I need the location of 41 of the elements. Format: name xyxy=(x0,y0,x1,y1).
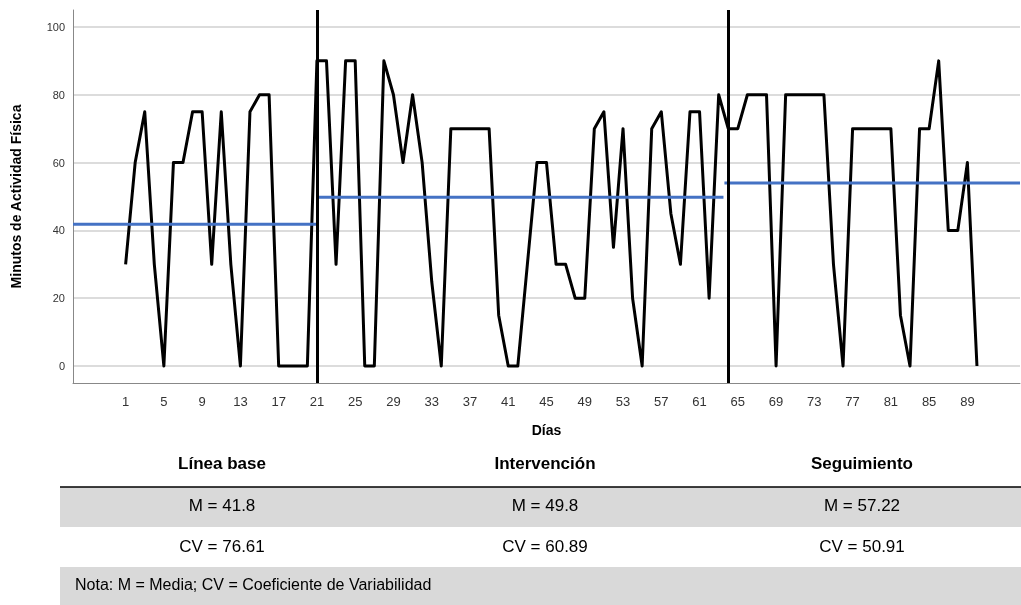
x-tick-label: 81 xyxy=(883,394,899,409)
y-tick-label: 20 xyxy=(52,292,65,305)
x-tick-label: 37 xyxy=(462,394,478,409)
text: M = 41.8 xyxy=(188,495,256,515)
text: Línea base xyxy=(178,453,266,473)
text: M = 49.8 xyxy=(511,495,579,515)
x-tick-label: 17 xyxy=(271,394,286,409)
x-tick-label: 29 xyxy=(386,394,401,409)
x-tick-label: 85 xyxy=(921,394,937,409)
x-tick-label: 13 xyxy=(233,394,248,409)
x-tick-label: 53 xyxy=(615,394,631,409)
x-tick-label: 69 xyxy=(768,394,784,409)
x-tick-label: 21 xyxy=(309,394,325,409)
y-tick-label: 0 xyxy=(58,360,65,373)
x-axis-title: Días xyxy=(531,422,562,438)
x-tick-label: 61 xyxy=(692,394,707,409)
y-axis-title: Minutos de Actividad Física xyxy=(8,104,24,289)
text: CV = 60.89 xyxy=(502,536,588,556)
y-tick-label: 100 xyxy=(46,20,65,33)
x-tick-label: 57 xyxy=(654,394,669,409)
x-tick-label: 33 xyxy=(424,394,439,409)
y-tick-label: 40 xyxy=(52,224,65,237)
x-tick-label: 41 xyxy=(501,394,516,409)
text: Intervención xyxy=(494,453,596,473)
text: CV = 76.61 xyxy=(179,536,265,556)
text: Seguimiento xyxy=(810,453,914,473)
text: CV = 50.91 xyxy=(819,536,905,556)
x-tick-label: 65 xyxy=(730,394,746,409)
x-tick-label: 5 xyxy=(160,394,168,409)
x-tick-label: 77 xyxy=(845,394,860,409)
y-tick-label: 80 xyxy=(52,88,65,101)
x-tick-label: 89 xyxy=(960,394,975,409)
x-tick-label: 49 xyxy=(577,394,592,409)
x-tick-label: 25 xyxy=(347,394,363,409)
x-tick-label: 73 xyxy=(807,394,822,409)
text: Nota: M = Media; CV = Coeficiente de Variabilidad xyxy=(75,575,432,593)
text: M = 57.22 xyxy=(823,495,901,515)
x-tick-label: 45 xyxy=(539,394,554,409)
y-tick-label: 60 xyxy=(52,156,65,169)
x-tick-label: 1 xyxy=(121,394,130,409)
x-tick-label: 9 xyxy=(198,394,206,409)
